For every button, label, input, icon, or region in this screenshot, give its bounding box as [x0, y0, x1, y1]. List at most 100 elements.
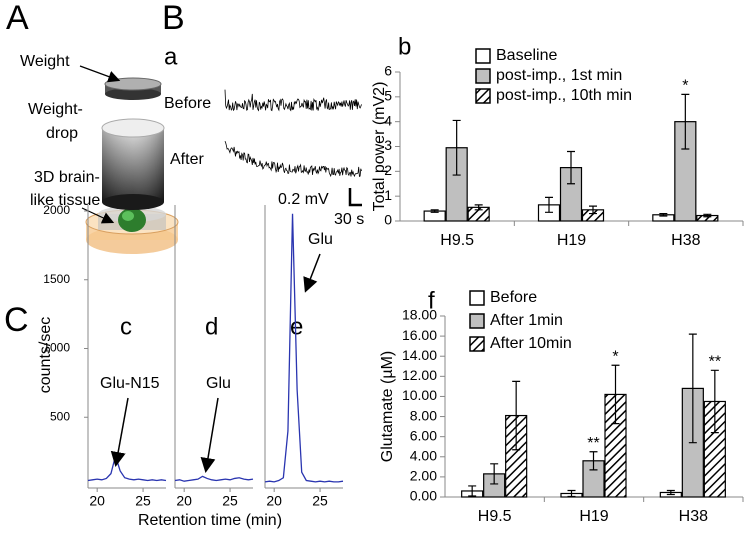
- trace: [224, 140, 362, 178]
- legend-swatch: [469, 290, 485, 306]
- x-tick-label: 20: [89, 493, 105, 509]
- error-bar: [710, 369, 719, 434]
- illustration-label: Weight-: [28, 101, 83, 118]
- legend-swatch: [475, 48, 491, 64]
- y-tick-label: 2: [384, 162, 392, 178]
- chromatogram-line: [87, 453, 167, 482]
- trace: [224, 89, 362, 112]
- x-tick-label: H19: [579, 508, 608, 525]
- error-bar: [567, 489, 576, 498]
- trace-label: After: [170, 151, 204, 168]
- chromatogram-line: [264, 213, 344, 483]
- annotation-arrow: [110, 397, 129, 467]
- illustration-label: like tissue: [30, 192, 100, 209]
- error-bar: [666, 489, 675, 496]
- x-tick-label: 25: [312, 493, 328, 509]
- x-tick-label: H9.5: [478, 508, 512, 525]
- significance: **: [587, 435, 599, 452]
- y-axis-label: counts/sec: [37, 317, 54, 393]
- y-tick-label: 500: [50, 409, 70, 423]
- error-bar: [681, 93, 690, 150]
- y-tick-label: 18.00: [402, 307, 437, 323]
- error-bar: [474, 204, 483, 211]
- error-bar: [567, 150, 575, 185]
- error-bar: [468, 485, 477, 497]
- panel-letter: A: [6, 0, 29, 37]
- y-tick-label: 2.00: [410, 468, 437, 484]
- x-tick-label: 25: [222, 493, 238, 509]
- y-axis-label: Total power (mV2): [371, 82, 388, 212]
- panel-letter: c: [120, 313, 132, 340]
- weight-drop-illustration: [79, 65, 179, 254]
- panel-letter: C: [4, 301, 29, 339]
- panel-letter: B: [162, 0, 185, 37]
- annotation: Glu-N15: [100, 375, 160, 392]
- y-tick-label: 8.00: [410, 407, 437, 423]
- legend-swatch: [475, 68, 491, 84]
- x-tick-label: H9.5: [440, 232, 474, 249]
- y-axis-label: Glutamate (µM): [379, 351, 396, 462]
- x-tick-label: H38: [671, 232, 700, 249]
- y-tick-label: 1: [384, 187, 392, 203]
- y-tick-label: 0: [384, 212, 392, 228]
- y-tick-label: 1000: [43, 341, 70, 355]
- scale-bar: [348, 188, 362, 207]
- trace-label: Before: [164, 95, 211, 112]
- error-bar: [659, 212, 668, 217]
- y-tick-label: 1500: [43, 272, 70, 286]
- significance: *: [682, 78, 688, 95]
- illustration-label: 3D brain-: [34, 169, 100, 186]
- x-axis-label: Retention time (min): [138, 512, 282, 529]
- illustration-label: Weight: [20, 53, 70, 70]
- annotation-arrow: [303, 253, 321, 293]
- illustration-label: drop: [46, 125, 78, 142]
- chromatogram-line: [174, 475, 254, 482]
- y-tick-label: 10.00: [402, 387, 437, 403]
- x-tick-label: 25: [135, 493, 151, 509]
- legend-label: After 1min: [490, 312, 563, 329]
- legend-swatch: [469, 313, 485, 329]
- y-tick-label: 3: [384, 137, 392, 153]
- panel-letter: d: [205, 313, 218, 340]
- annotation: Glu: [206, 375, 231, 392]
- error-bar: [430, 209, 439, 213]
- x-tick-label: 20: [266, 493, 282, 509]
- y-tick-label: 4: [384, 112, 392, 128]
- error-bar: [688, 333, 697, 444]
- y-tick-label: 0.00: [410, 488, 437, 504]
- y-tick-label: 14.00: [402, 347, 437, 363]
- panel-letter: e: [290, 313, 303, 340]
- legend-swatch: [469, 336, 485, 352]
- error-bar: [452, 119, 461, 176]
- annotation-arrow: [200, 397, 219, 473]
- error-bar: [589, 205, 597, 215]
- error-bar: [545, 196, 553, 213]
- x-tick-label: H19: [557, 232, 586, 249]
- y-tick-label: 12.00: [402, 367, 437, 383]
- panel-letter: a: [164, 43, 178, 70]
- legend-label: post-imp., 1st min: [496, 67, 622, 84]
- significance: *: [612, 348, 618, 365]
- error-bar: [611, 364, 620, 425]
- error-bar: [589, 451, 598, 471]
- error-bar: [490, 463, 499, 485]
- y-tick-label: 6.00: [410, 427, 437, 443]
- scale-label: 30 s: [334, 211, 364, 228]
- error-bar: [703, 213, 712, 218]
- annotation: Glu: [308, 231, 333, 248]
- scale-label: 0.2 mV: [278, 191, 329, 208]
- legend-swatch: [475, 88, 491, 104]
- legend-label: post-imp., 10th min: [496, 87, 632, 104]
- x-tick-label: 20: [176, 493, 192, 509]
- legend-label: Baseline: [496, 47, 557, 64]
- y-tick-label: 6: [384, 63, 392, 79]
- x-tick-label: H38: [679, 508, 708, 525]
- legend-label: Before: [490, 289, 537, 306]
- y-tick-label: 5: [384, 88, 392, 104]
- significance: **: [709, 354, 721, 371]
- y-tick-label: 4.00: [410, 447, 437, 463]
- legend-label: After 10min: [490, 335, 572, 352]
- panel-letter: f: [428, 287, 435, 314]
